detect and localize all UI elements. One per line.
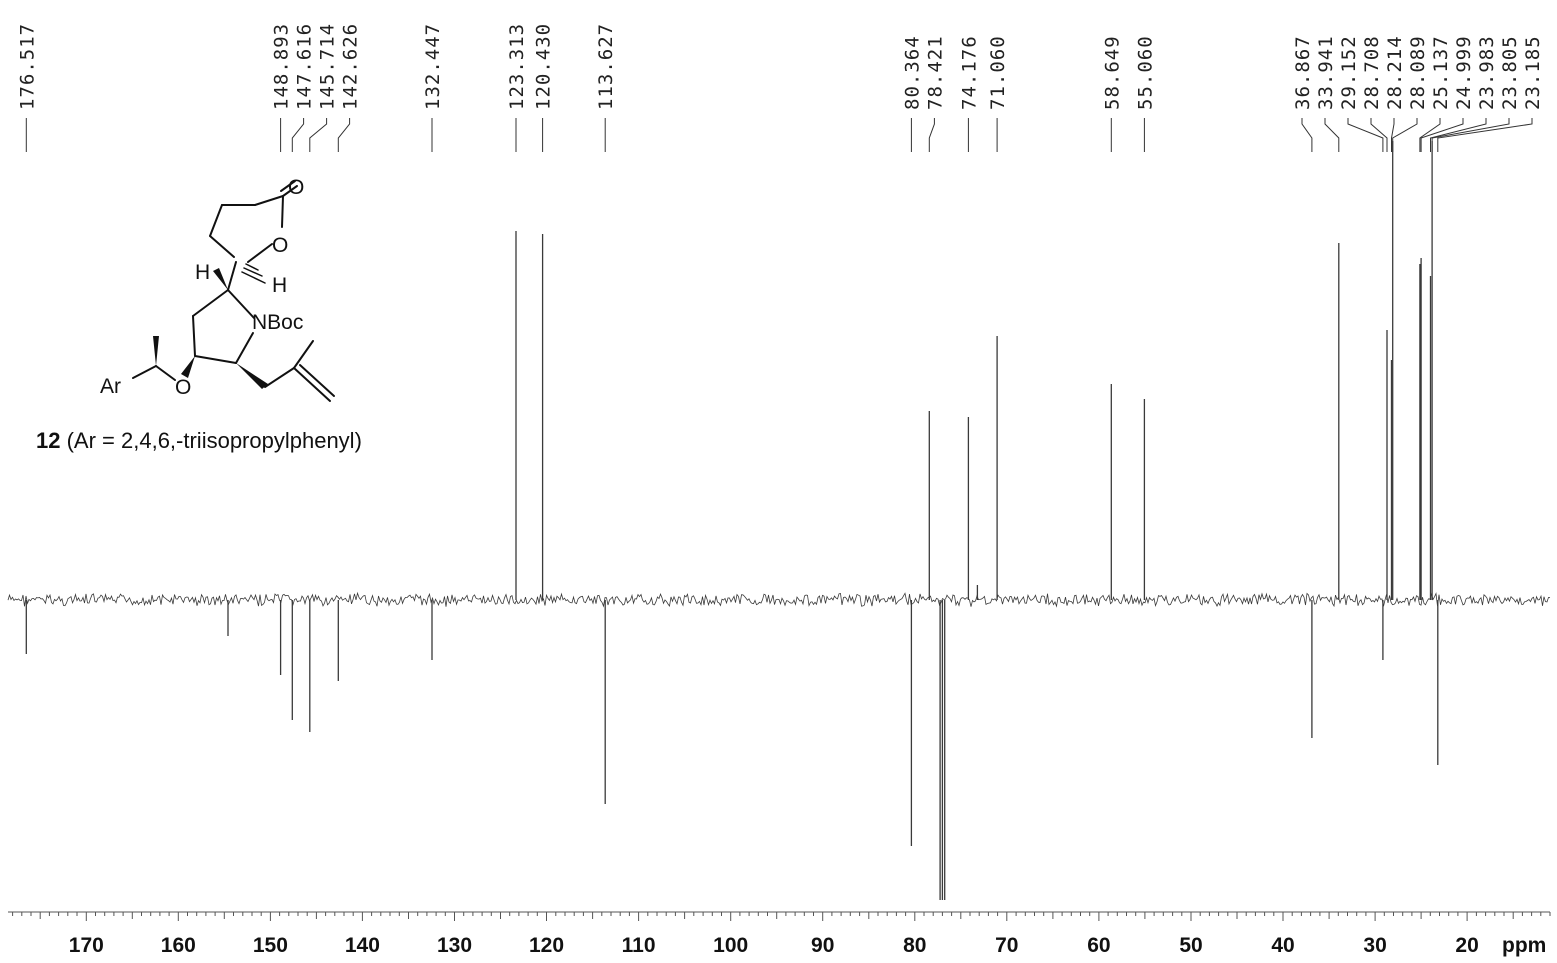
bond — [193, 316, 195, 356]
peak-label-group: 176.517 148.893 147.616 145.714 142.626 132.4… — [16, 23, 1544, 110]
x-tick-label: 160 — [161, 934, 196, 957]
wedge-bond — [213, 268, 228, 290]
x-tick-label: 170 — [69, 934, 104, 957]
bond — [294, 341, 313, 368]
peak-label: 148.893 — [271, 23, 293, 110]
bond — [133, 366, 156, 378]
bond — [193, 290, 228, 316]
x-tick-label: 110 — [622, 934, 656, 957]
peak-label: 23.805 — [1499, 35, 1521, 110]
compound-caption: 12 (Ar = 2,4,6,-triisopropylphenyl) — [36, 428, 362, 454]
atom-label-ring-o: O — [272, 234, 288, 257]
x-tick-label: 60 — [1087, 934, 1110, 957]
peak-label: 23.983 — [1476, 35, 1498, 110]
peak-leader-line — [1302, 118, 1312, 152]
peak-label: 71.060 — [987, 35, 1009, 110]
bond — [248, 244, 272, 262]
peak-label: 142.626 — [340, 23, 362, 110]
peak-label: 176.517 — [16, 23, 38, 110]
peak-leader-line — [929, 118, 934, 152]
compound-number: 12 — [36, 428, 60, 453]
peak-label: 123.313 — [506, 23, 528, 110]
bond — [156, 366, 175, 380]
peak-label: 23.185 — [1522, 35, 1544, 110]
x-tick-label: 30 — [1363, 934, 1386, 957]
peak-label: 132.447 — [422, 23, 444, 110]
bond — [210, 236, 234, 257]
x-tick-label: 120 — [529, 934, 564, 957]
atom-label-h-right: H — [272, 274, 287, 297]
peak-leader-line — [310, 118, 327, 152]
x-tick-label: 50 — [1179, 934, 1202, 957]
x-axis-unit-label: ppm — [1502, 934, 1546, 957]
bond-double-b — [300, 365, 334, 396]
peak-leader-line — [1371, 118, 1387, 152]
bond — [210, 205, 222, 236]
x-tick-label: 150 — [253, 934, 288, 957]
peak-leader-line — [1348, 118, 1383, 152]
peak-label: 120.430 — [533, 23, 555, 110]
peak-label: 58.649 — [1101, 35, 1123, 110]
peak-label: 74.176 — [958, 35, 980, 110]
peak-label: 24.999 — [1453, 35, 1475, 110]
peak-label: 145.714 — [317, 23, 339, 110]
peak-label: 25.137 — [1430, 35, 1452, 110]
peak-leader-group — [26, 118, 1532, 152]
bond — [236, 333, 253, 363]
bond-double-a — [294, 368, 330, 401]
bond — [265, 368, 294, 387]
spectrum-trace-group — [8, 141, 1550, 900]
atom-label-ether-o: O — [175, 376, 191, 399]
x-tick-label: 40 — [1271, 934, 1294, 957]
x-tick-label: 100 — [713, 934, 748, 957]
wedge-bond — [236, 363, 268, 389]
x-tick-label: 80 — [903, 934, 926, 957]
atom-label-carbonyl-o: O — [288, 176, 304, 199]
x-tick-label: 130 — [437, 934, 472, 957]
peak-label: 55.060 — [1134, 35, 1156, 110]
wedge-bond — [153, 336, 159, 366]
molecule-structure-12 — [133, 181, 334, 401]
peak-label: 36.867 — [1292, 35, 1314, 110]
atom-label-h-left: H — [195, 261, 210, 284]
peak-label: 80.364 — [901, 35, 923, 110]
x-tick-label: 90 — [811, 934, 834, 957]
wedge-bond — [181, 356, 195, 378]
compound-description: (Ar = 2,4,6,-triisopropylphenyl) — [60, 428, 361, 453]
peak-leader-line — [292, 118, 303, 152]
peak-leader-line — [1438, 118, 1532, 152]
peak-leader-line — [338, 118, 349, 152]
peak-label: 28.089 — [1407, 35, 1429, 110]
bond — [228, 290, 254, 318]
bond — [228, 262, 236, 290]
molecule-atom-labels: O O H H NBoc O Ar — [100, 176, 304, 399]
peak-leader-line — [1393, 118, 1417, 152]
peak-label: 28.708 — [1361, 35, 1383, 110]
peak-label: 147.616 — [294, 23, 316, 110]
bond — [282, 196, 283, 227]
bond — [255, 196, 283, 205]
peak-label: 33.941 — [1315, 35, 1337, 110]
x-tick-label: 20 — [1455, 934, 1478, 957]
peak-label: 113.627 — [595, 23, 617, 110]
atom-label-nboc: NBoc — [252, 311, 303, 334]
x-axis: 170 160 150 140 130 120 110 100 90 80 70 60 50 40 30 20… — [8, 912, 1550, 957]
peak-label: 29.152 — [1338, 35, 1360, 110]
hash-bond — [242, 272, 265, 283]
peak-label: 78.421 — [924, 35, 946, 110]
peak-leader-line — [1325, 118, 1339, 152]
x-tick-label: 70 — [995, 934, 1018, 957]
x-tick-label: 140 — [345, 934, 380, 957]
peak-label: 28.214 — [1384, 35, 1406, 110]
spectrum-baseline — [8, 593, 1550, 607]
atom-label-ar: Ar — [100, 375, 121, 398]
bond — [195, 356, 236, 363]
